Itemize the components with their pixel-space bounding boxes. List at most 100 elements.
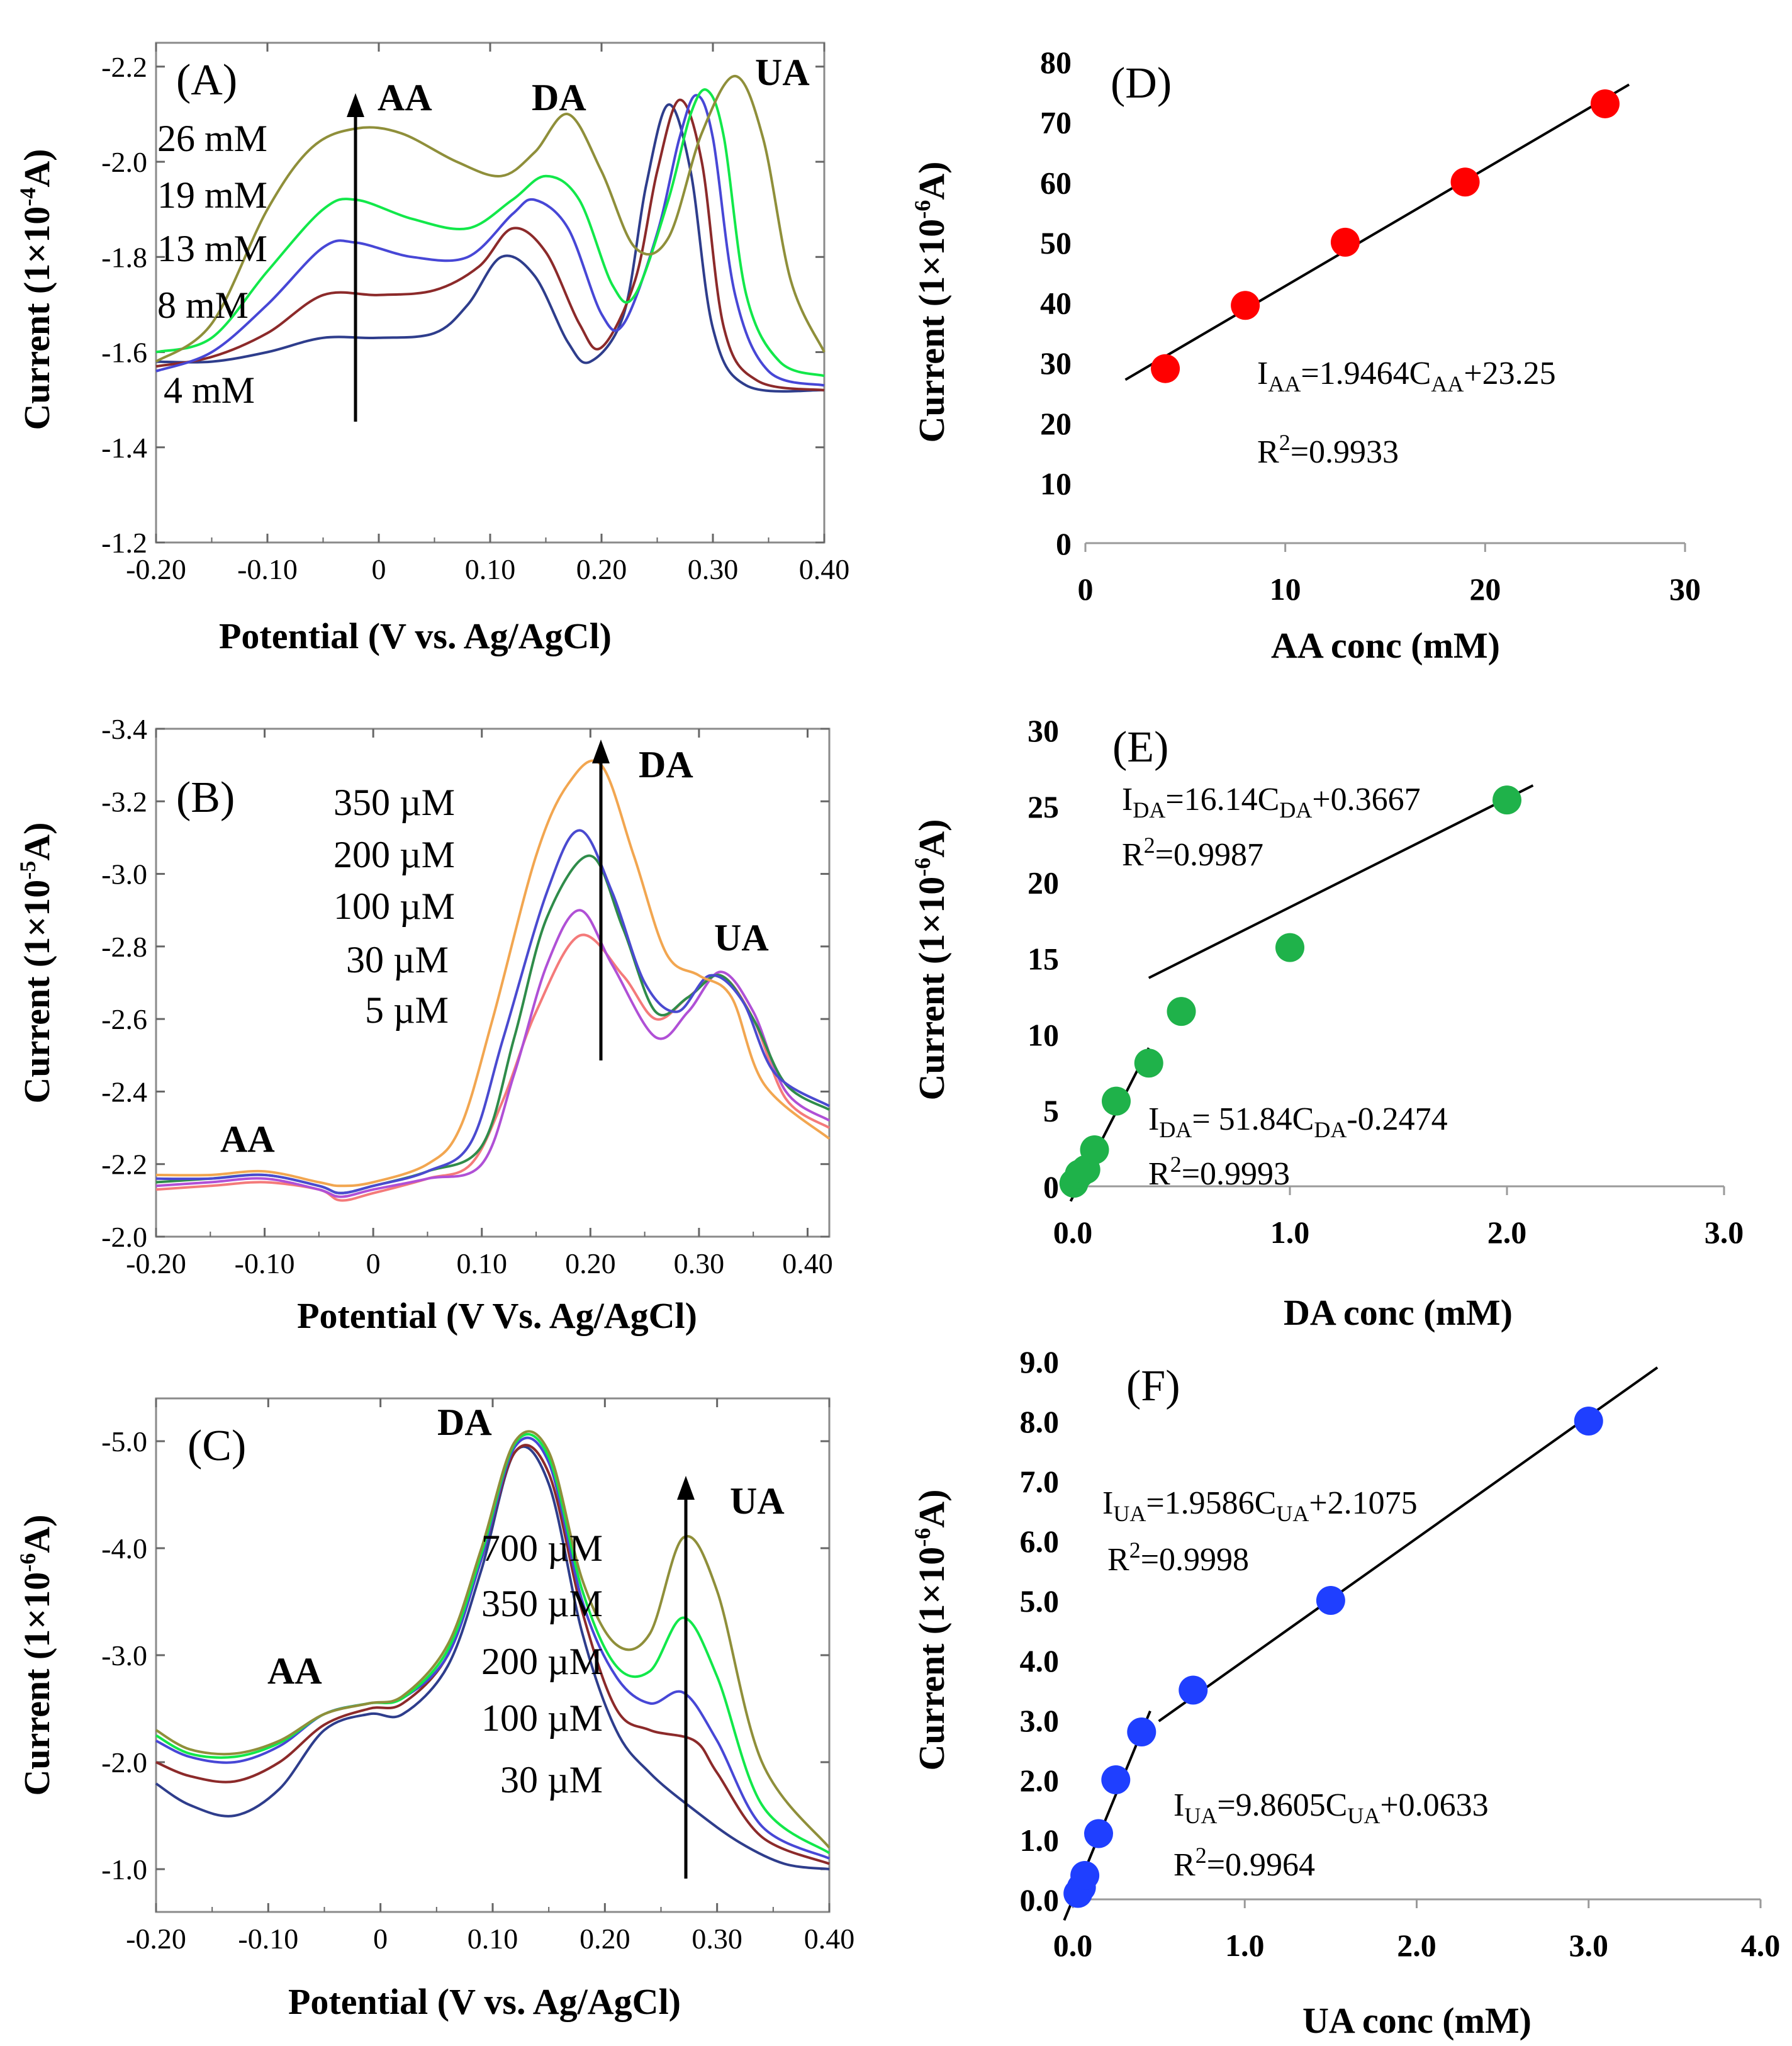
y-axis-label-main: Current (1×10	[911, 877, 952, 1101]
data-point	[1151, 354, 1180, 383]
y-tick-label: -2.0	[101, 1221, 147, 1253]
y-axis-label: Current (1×10-6A)	[910, 1490, 952, 1771]
data-point	[1102, 1086, 1131, 1116]
y-axis-label-main: Current (1×10	[911, 219, 952, 443]
y-axis-label-exponent: -6	[15, 1553, 40, 1572]
y-tick-label: -1.2	[101, 527, 147, 559]
y-axis-label-main: Current (1×10	[16, 880, 57, 1104]
increase-arrow-head	[592, 739, 610, 763]
y-axis-label-main: Current (1×10	[911, 1547, 952, 1771]
eq-symbol: I	[1173, 1787, 1184, 1823]
data-point	[1080, 1135, 1109, 1164]
concentration-label: 700 µM	[481, 1527, 603, 1569]
peak-label-ua: UA	[714, 917, 769, 958]
y-tick-label: -4.0	[101, 1532, 147, 1565]
concentration-label: 26 mM	[157, 118, 267, 159]
x-tick-label: 0	[372, 553, 386, 585]
concentration-label: 350 µM	[333, 782, 455, 823]
x-tick-label: 4.0	[1741, 1928, 1781, 1963]
y-axis-label: Current (1×10-4A)	[15, 149, 57, 430]
eq-subscript: DA	[1159, 1117, 1192, 1142]
cv-curve-3	[155, 829, 831, 1194]
r2-symbol: R	[1122, 837, 1144, 873]
x-tick-label: 0.10	[465, 553, 516, 585]
y-axis-label: Current (1×10-6A)	[15, 1515, 57, 1796]
y-tick-label: -2.4	[101, 1076, 147, 1108]
fit-line-0	[1158, 1366, 1659, 1723]
x-tick-label: 0.30	[692, 1923, 742, 1955]
r2-value: =0.9998	[1141, 1542, 1249, 1578]
data-point	[1450, 167, 1480, 197]
x-tick-label: 0.30	[674, 1247, 725, 1279]
peak-label-da: DA	[532, 77, 586, 118]
eq-subscript: UA	[1113, 1501, 1146, 1526]
concentration-label: 8 mM	[157, 284, 249, 326]
y-tick-label: -2.6	[101, 1003, 147, 1035]
x-axis-label: Potential (V Vs. Ag/AgCl)	[297, 1295, 697, 1336]
x-tick-label: 0.40	[804, 1923, 855, 1955]
x-tick-label: 30	[1669, 571, 1701, 607]
panel-a: -0.20 -0.10 0 0.10 0.20 0.30 0.40 -1.2 -1.4 -1.6 -…	[15, 42, 849, 656]
panel-label: (E)	[1112, 723, 1168, 772]
r2-value: =0.9987	[1155, 837, 1263, 873]
y-tick-label: 20	[1028, 865, 1059, 901]
y-tick-label: -1.8	[101, 241, 147, 273]
cv-curve-2	[155, 1436, 830, 1860]
y-tick-label: -3.2	[101, 785, 147, 818]
x-tick-label: 3.0	[1569, 1928, 1609, 1963]
concentration-label: 30 µM	[346, 939, 449, 981]
y-axis-label-exponent: -6	[910, 1528, 935, 1547]
x-tick-label: 0.20	[580, 1923, 630, 1955]
y-tick-label: 0	[1043, 1169, 1059, 1205]
eq-body: =16.14C	[1165, 782, 1279, 818]
x-axis-label: Potential (V vs. Ag/AgCl)	[219, 615, 612, 656]
y-axis-label-end: A)	[16, 823, 57, 861]
x-tick-label: 20	[1469, 571, 1501, 607]
y-tick-label: 10	[1028, 1017, 1059, 1052]
data-point	[1231, 291, 1260, 320]
peak-label-aa: AA	[378, 77, 432, 118]
y-tick-label: -2.2	[101, 1149, 147, 1181]
y-tick-label: 6.0	[1020, 1524, 1060, 1559]
r-squared: R2=0.9933	[1257, 430, 1399, 470]
x-tick-label: 1.0	[1270, 1215, 1310, 1250]
x-tick-label: 2.0	[1397, 1928, 1436, 1963]
panel-label: (F)	[1126, 1362, 1180, 1410]
cv-curve-1	[155, 909, 831, 1198]
x-tick-label: 0.30	[688, 553, 739, 585]
x-axis-label: AA conc (mM)	[1271, 625, 1500, 666]
y-tick-label: -2.8	[101, 931, 147, 963]
x-tick-label: -0.20	[126, 553, 186, 585]
x-tick-label: 0.20	[565, 1247, 616, 1279]
fit-equation: IAA=1.9464CAA+23.25	[1257, 356, 1556, 396]
y-axis-label: Current (1×10-5A)	[15, 823, 57, 1104]
y-tick-label: 3.0	[1020, 1703, 1060, 1738]
x-axis-label: Potential (V vs. Ag/AgCl)	[288, 1981, 681, 2022]
eq-tail: +2.1075	[1309, 1485, 1417, 1521]
x-tick-label: -0.10	[235, 1247, 295, 1279]
panel-e: 0.0 1.0 2.0 3.0 0 5 10 15 20 25 30 (E) DA conc (mM) C…	[910, 713, 1744, 1333]
panel-c: -0.20 -0.10 0 0.10 0.20 0.30 0.40 -1.0 -2.0 -3.0 -…	[15, 1397, 855, 2022]
concentration-label: 200 µM	[481, 1641, 603, 1682]
increase-arrow-head	[347, 93, 364, 117]
data-point	[1330, 227, 1360, 257]
y-axis-label-end: A)	[911, 819, 952, 858]
r-squared: R2=0.9998	[1107, 1537, 1249, 1578]
increase-arrow-head	[677, 1476, 695, 1500]
data-point	[1316, 1586, 1345, 1615]
y-tick-label: 8.0	[1020, 1404, 1060, 1439]
x-axis-label: DA conc (mM)	[1284, 1292, 1513, 1333]
x-tick-label: 0.10	[456, 1247, 507, 1279]
data-point	[1275, 933, 1304, 962]
eq-subscript: UA	[1347, 1803, 1380, 1828]
data-point	[1167, 997, 1196, 1026]
x-tick-label: 0.20	[576, 553, 627, 585]
y-tick-label: 25	[1028, 789, 1059, 824]
x-tick-label: 0	[373, 1923, 388, 1955]
r2-symbol: R	[1257, 434, 1279, 470]
cv-curve-2	[155, 94, 825, 387]
y-axis-label-end: A)	[911, 1490, 952, 1528]
x-tick-label: 0.10	[468, 1923, 518, 1955]
data-point	[1070, 1861, 1100, 1890]
y-tick-label: 50	[1040, 225, 1072, 261]
